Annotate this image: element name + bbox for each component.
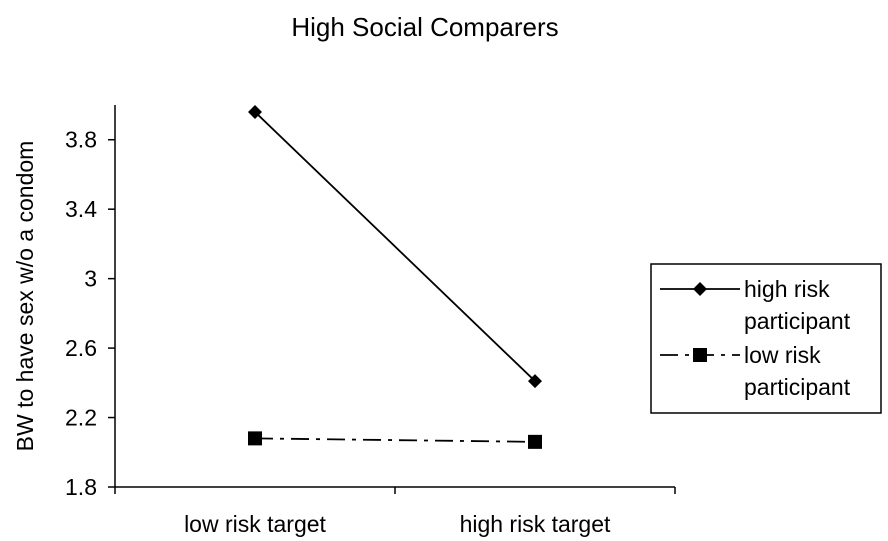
- legend-marker-1: [693, 348, 707, 362]
- legend-marker-0: [693, 282, 707, 296]
- y-tick-label: 3: [84, 266, 97, 292]
- chart-title: High Social Comparers: [291, 12, 558, 42]
- data-point-1: [528, 434, 542, 449]
- legend-label: participant: [744, 374, 851, 400]
- data-point-1: [248, 431, 262, 446]
- y-tick-label: 1.8: [65, 474, 97, 500]
- x-tick-label: low risk target: [184, 511, 326, 537]
- data-point-0: [528, 374, 542, 389]
- legend-label: participant: [744, 308, 851, 334]
- y-tick-label: 2.6: [65, 335, 97, 361]
- data-point-0: [248, 104, 262, 119]
- y-axis-label: BW to have sex w/o a condom: [12, 141, 38, 452]
- series-line-1: [254, 437, 536, 443]
- legend-label: high risk: [744, 276, 830, 302]
- y-tick-label: 3.8: [65, 127, 97, 153]
- plot-area: 1.8 2.2 2.6 3 3.4 3.8 low risk target high ris…: [65, 104, 676, 537]
- x-tick-label: high risk target: [460, 511, 611, 537]
- y-tick-label: 3.4: [65, 196, 97, 222]
- series-line-0: [254, 111, 536, 382]
- y-tick-label: 2.2: [65, 405, 97, 431]
- legend: high risk participant low risk participant: [650, 263, 882, 414]
- legend-label: low risk: [744, 342, 821, 368]
